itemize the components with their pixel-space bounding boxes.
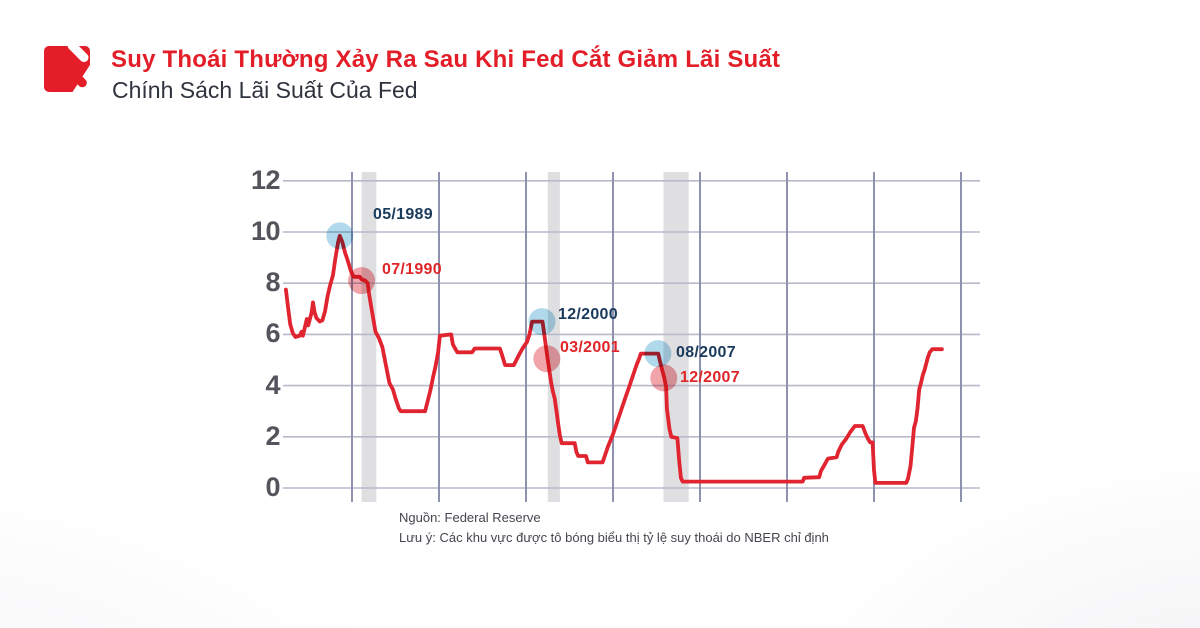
recession-band <box>663 172 689 502</box>
recession-band <box>361 172 377 502</box>
y-tick-label: 6 <box>265 318 280 349</box>
rate-cut-label: 03/2001 <box>560 339 620 356</box>
y-tick-label: 4 <box>265 369 280 400</box>
page-subtitle: Chính Sách Lãi Suất Của Fed <box>112 77 418 103</box>
y-tick-label: 10 <box>250 216 281 246</box>
y-tick-label: 0 <box>265 472 280 502</box>
shading-note: Lưu ý: Các khu vực được tô bóng biểu thị… <box>399 529 829 545</box>
chart-footnotes: Nguồn: Federal Reserve Lưu ý: Các khu vự… <box>399 508 829 547</box>
rate-cut-label: 07/1990 <box>382 261 442 278</box>
rate-cut-label: 12/2007 <box>680 369 740 386</box>
rate-peak-marker <box>644 340 672 368</box>
rate-cut-marker <box>348 267 376 295</box>
rate-peak-label: 08/2007 <box>676 344 736 361</box>
rate-peak-marker <box>528 308 556 336</box>
brand-logo-icon <box>42 39 96 98</box>
y-tick-label: 2 <box>265 420 280 451</box>
rate-peak-label: 05/1989 <box>373 206 433 223</box>
rate-cut-marker <box>650 364 678 392</box>
recession-band <box>547 172 560 502</box>
y-tick-label: 12 <box>250 164 281 195</box>
source-note: Nguồn: Federal Reserve <box>399 510 541 525</box>
rate-peak-label: 12/2000 <box>558 306 618 323</box>
y-tick-label: 8 <box>265 267 280 298</box>
rate-cut-marker <box>533 345 561 373</box>
page-title: Suy Thoái Thường Xảy Ra Sau Khi Fed Cắt … <box>111 46 781 73</box>
rate-peak-marker <box>326 222 354 250</box>
